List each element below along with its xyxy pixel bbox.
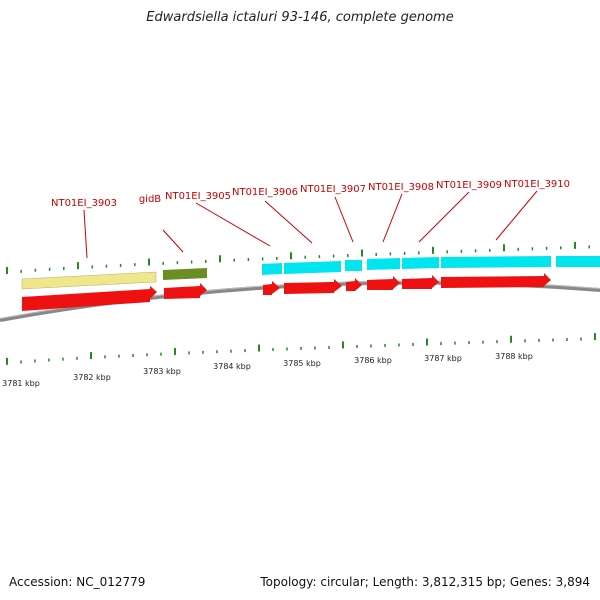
leader-line-nt01ei-3907 [334,196,354,243]
scale-label-3788-kbp: 3788 kbp [495,352,533,361]
cds-arrow-nt01ei-3910[interactable] [441,273,551,288]
gene-bar-nt01ei-3908[interactable] [367,258,400,270]
cds-arrow-nt01ei-3908[interactable] [367,276,400,290]
lower-tick-row [6,333,596,365]
cds-arrow-nt01ei-3903[interactable] [22,286,157,311]
gene-bar-nt01ei-3910[interactable] [441,256,551,268]
map-title: Edwardsiella ictaluri 93-146, complete g… [146,10,454,25]
gene-bar-nt01ei-3905[interactable] [262,263,282,275]
cds-arrow-nt01ei-3905[interactable] [263,281,280,295]
scale-label-3785-kbp: 3785 kbp [283,359,321,368]
topology-text: Topology: circular; Length: 3,812,315 bp… [260,575,590,589]
gene-label-nt01ei-3905[interactable]: NT01EI_3905 [165,191,231,202]
leader-line-nt01ei-3906 [264,200,313,244]
scale-label-3787-kbp: 3787 kbp [424,354,462,363]
scale-label-3784-kbp: 3784 kbp [213,362,251,371]
gene-label-nt01ei-3909[interactable]: NT01EI_3909 [436,180,502,191]
leader-line-nt01ei-3910 [495,190,538,241]
gene-label-nt01ei-3903[interactable]: NT01EI_3903 [51,198,117,209]
leader-line-nt01ei-3905 [195,202,271,247]
cds-arrow-gidb[interactable] [164,283,207,299]
scale-label-3781-kbp: 3781 kbp [2,379,40,388]
gene-label-nt01ei-3906[interactable]: NT01EI_3906 [232,187,298,198]
gene-bar-nt01ei-3906[interactable] [284,261,341,274]
gene-bar-gidb[interactable] [163,268,207,280]
leader-line-nt01ei-3903 [83,209,88,259]
scale-label-3786-kbp: 3786 kbp [354,356,392,365]
gene-bar-nt01ei-3907[interactable] [345,260,362,271]
gene-bar-nt01ei-3909[interactable] [402,257,439,269]
scale-label-3782-kbp: 3782 kbp [73,373,111,382]
gene-label-nt01ei-3908[interactable]: NT01EI_3908 [368,182,434,193]
cds-arrow-nt01ei-3909[interactable] [402,275,439,289]
accession-text: Accession: NC_012779 [9,575,146,589]
scale-label-3783-kbp: 3783 kbp [143,367,181,376]
gene-bar-next[interactable] [556,256,600,267]
gene-label-gidb[interactable]: gidB [139,194,161,205]
leader-line-nt01ei-3909 [418,191,470,243]
gene-bar-nt01ei-3903[interactable] [21,271,157,290]
leader-line-nt01ei-3908 [382,193,403,243]
upper-tick-row [6,241,590,275]
cds-arrow-nt01ei-3906[interactable] [284,279,342,294]
gene-label-nt01ei-3910[interactable]: NT01EI_3910 [504,179,570,190]
leader-line-gidb [162,229,184,253]
gene-label-nt01ei-3907[interactable]: NT01EI_3907 [300,184,366,195]
cds-arrow-nt01ei-3907[interactable] [346,278,362,291]
